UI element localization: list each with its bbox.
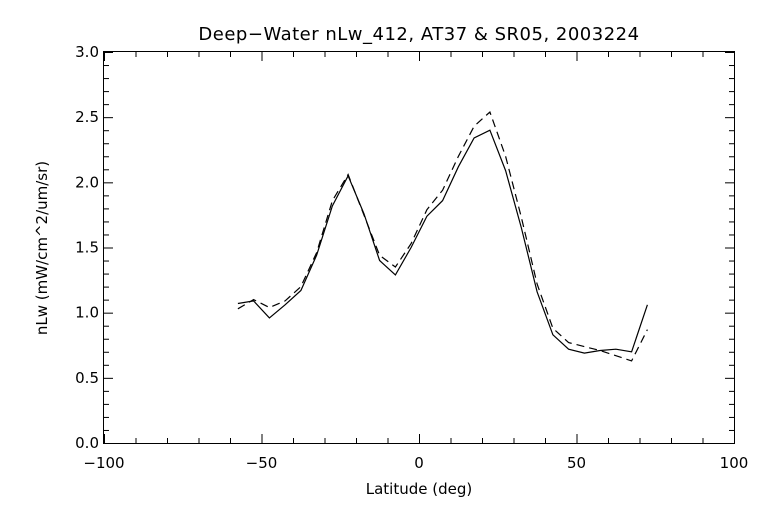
y-tick-label: 3.0 <box>75 43 99 61</box>
y-tick-label: 0.5 <box>75 369 99 387</box>
x-tick-label: 50 <box>567 454 586 472</box>
y-tick-label: 0.0 <box>75 434 99 452</box>
axis-tick-labels: −100 −50 0 50 100 0.0 0.5 1.0 1.5 2.0 2.5 3.0 <box>75 43 748 472</box>
y-tick-label: 1.0 <box>75 304 99 322</box>
series-line-solid <box>237 129 648 354</box>
y-tick-label: 1.5 <box>75 239 99 257</box>
x-tick-label: 100 <box>720 454 749 472</box>
axis-ticks <box>104 52 735 444</box>
plot-frame <box>103 51 735 444</box>
series-line-dashed <box>237 110 648 362</box>
x-tick-label: 0 <box>414 454 424 472</box>
x-tick-label: −50 <box>246 454 278 472</box>
series-group <box>237 110 648 362</box>
y-tick-label: 2.0 <box>75 173 99 191</box>
chart-title: Deep−Water nLw_412, AT37 & SR05, 2003224 <box>198 24 639 45</box>
y-axis-label: nLw (mW/cm^2/um/sr) <box>33 161 51 335</box>
x-tick-label: −100 <box>83 454 124 472</box>
y-tick-label: 2.5 <box>75 108 99 126</box>
x-axis-label: Latitude (deg) <box>366 480 472 498</box>
